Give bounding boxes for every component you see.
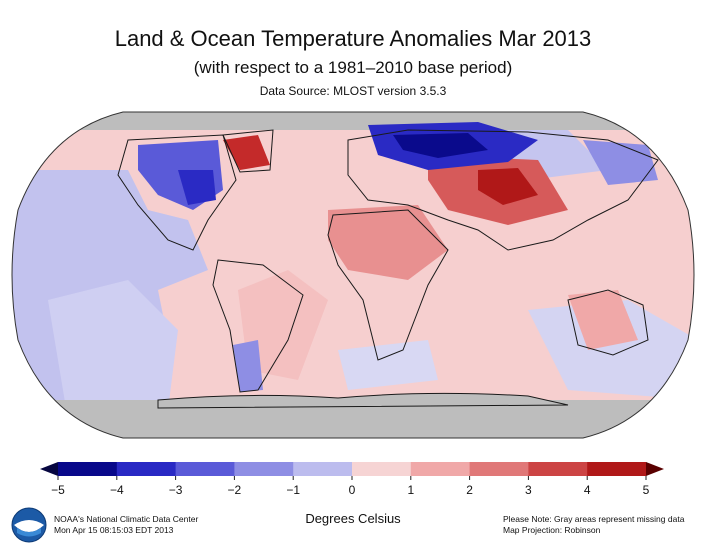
scale-tick-label: 4 <box>584 483 591 497</box>
arctic-missing-area <box>12 112 694 130</box>
south-atlantic-cool <box>338 340 438 390</box>
scale-swatch <box>410 462 471 476</box>
kazakhstan-hot <box>478 168 538 205</box>
scale-tick-label: −1 <box>286 483 300 497</box>
scale-swatch <box>587 462 647 476</box>
map-title: Land & Ocean Temperature Anomalies Mar 2… <box>114 26 592 51</box>
scale-swatch <box>234 462 294 476</box>
scale-tick-label: 1 <box>407 483 414 497</box>
greenland-outline <box>222 129 274 173</box>
scale-swatch <box>293 462 353 476</box>
north-america-outline <box>117 134 237 251</box>
western-russia-very-cold <box>393 133 488 158</box>
south-america-outline <box>212 259 304 393</box>
world-anomaly-map <box>11 111 695 439</box>
color-scale-bar <box>40 462 664 476</box>
data-source: Data Source: MLOST version 3.5.3 <box>259 84 447 98</box>
scale-tick-label: 5 <box>643 483 650 497</box>
scale-end-high <box>646 462 664 476</box>
patagonia-cold <box>233 340 263 392</box>
color-scale-ticks: −5 −4 −3 −2 −1 0 1 2 3 4 5 <box>51 476 650 497</box>
projection-note: Map Projection: Robinson <box>503 525 601 535</box>
scale-swatch <box>469 462 529 476</box>
australia-warm <box>568 290 638 350</box>
noaa-logo <box>11 507 47 543</box>
hudson-bay-cold <box>178 170 216 205</box>
australia-outline <box>567 289 649 356</box>
globe-border <box>11 111 695 439</box>
scale-swatch <box>58 462 118 476</box>
footer-left: NOAA's National Climatic Data Center Mon… <box>54 514 198 536</box>
south-indian-cool <box>528 300 694 400</box>
scale-swatch <box>528 462 588 476</box>
color-scale: −5 −4 −3 −2 −1 0 1 2 3 4 5 <box>40 462 664 497</box>
eurasia-outline <box>347 129 659 251</box>
scale-tick-label: 0 <box>349 483 356 497</box>
scale-tick-label: −4 <box>110 483 124 497</box>
scale-tick-label: −5 <box>51 483 65 497</box>
footer-right: Please Note: Gray areas represent missin… <box>503 514 684 536</box>
antarctic-missing-area <box>12 400 694 438</box>
greenland-hot <box>223 135 270 170</box>
agency-name: NOAA's National Climatic Data Center <box>54 514 199 524</box>
generated-timestamp: Mon Apr 15 08:15:03 EDT 2013 <box>54 525 174 535</box>
missing-data-note: Please Note: Gray areas represent missin… <box>503 514 685 524</box>
sahara-warm <box>328 205 448 280</box>
map-subtitle: (with respect to a 1981–2010 base period… <box>193 58 513 77</box>
scale-swatch <box>352 462 412 476</box>
scale-tick-label: −3 <box>169 483 183 497</box>
colorbar-label: Degrees Celsius <box>305 511 401 526</box>
east-siberia-cold <box>583 140 658 185</box>
scale-tick-label: 2 <box>466 483 473 497</box>
scale-swatch <box>175 462 235 476</box>
scale-end-low <box>40 462 58 476</box>
south-pacific-cool <box>48 280 178 420</box>
south-america-warm <box>238 270 328 380</box>
antarctica-outline <box>157 392 569 409</box>
scale-tick-label: −2 <box>228 483 242 497</box>
scale-tick-label: 3 <box>525 483 532 497</box>
scale-swatch <box>116 462 177 476</box>
africa-outline <box>327 209 449 361</box>
